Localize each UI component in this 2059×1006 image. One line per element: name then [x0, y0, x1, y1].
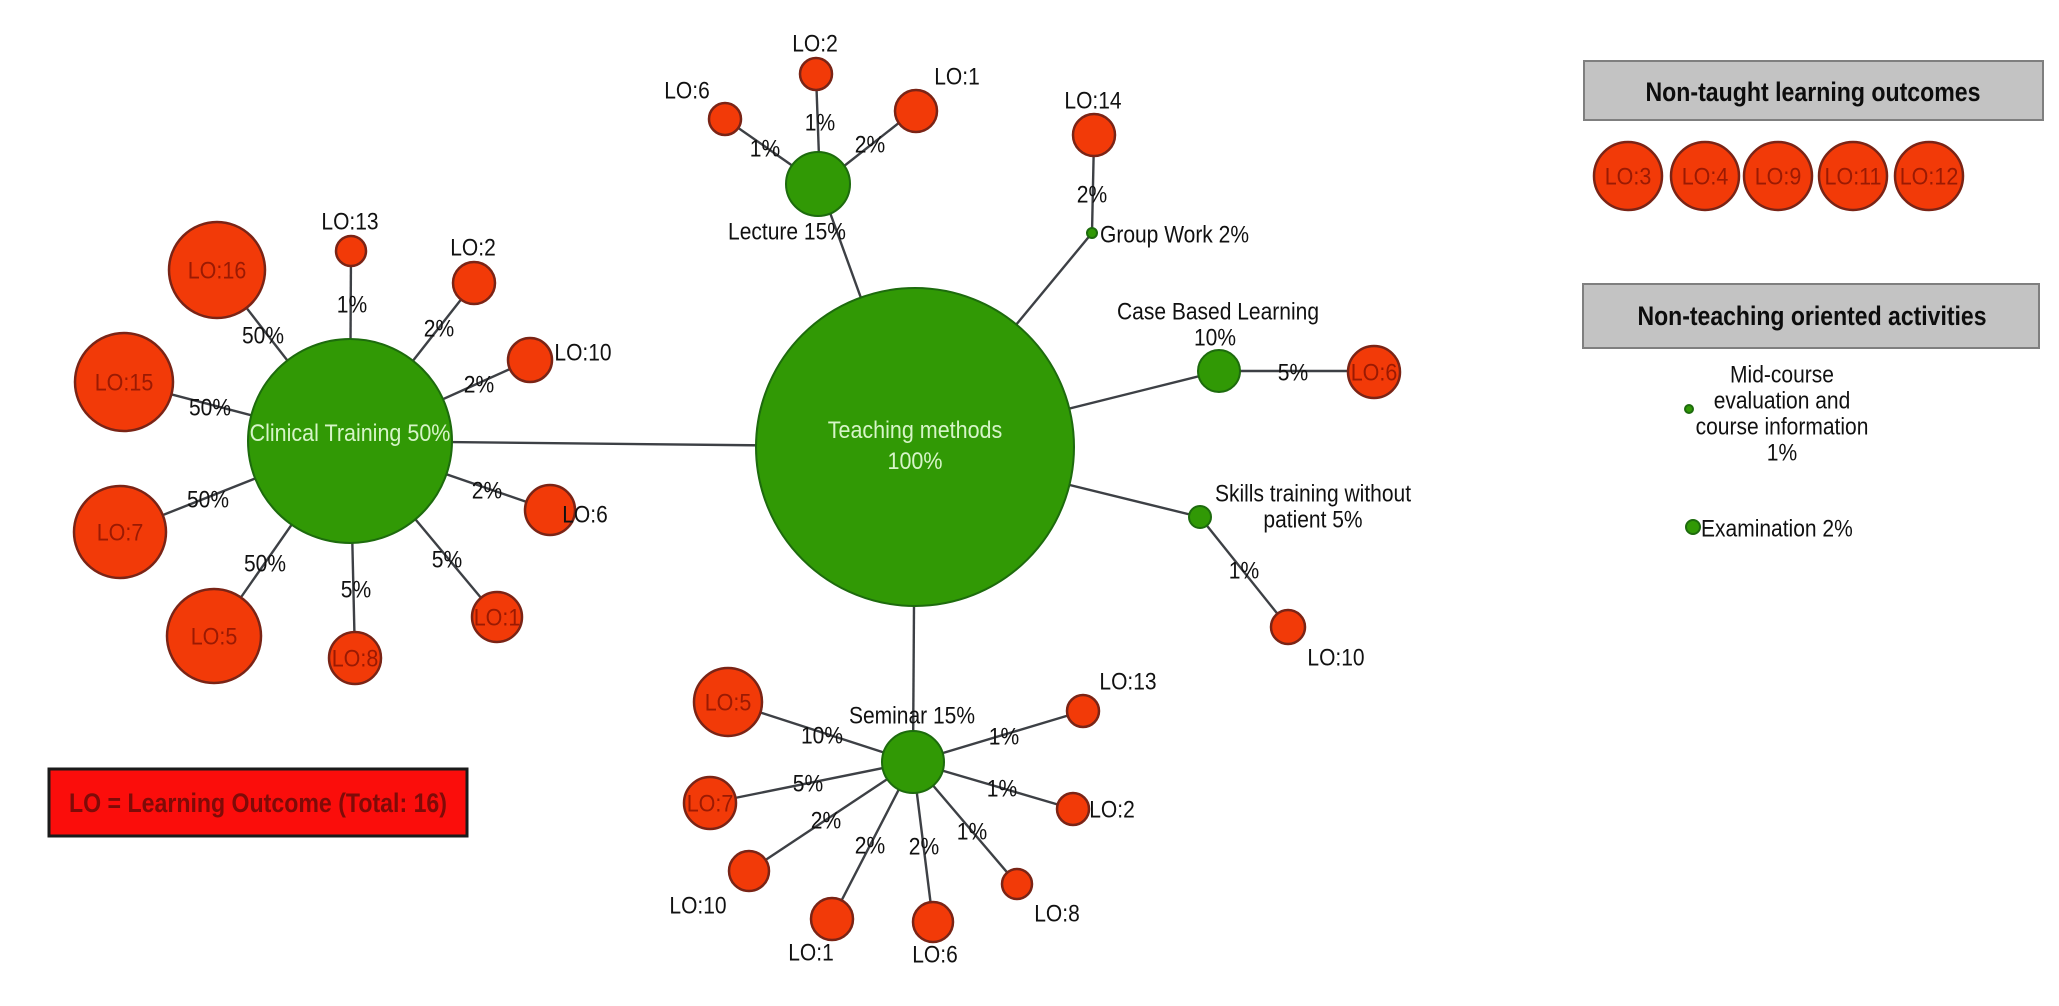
svg-text:1%: 1%	[805, 110, 835, 137]
svg-text:LO:6: LO:6	[1351, 360, 1398, 387]
svg-text:1%: 1%	[989, 724, 1019, 751]
svg-text:1%: 1%	[957, 819, 987, 846]
svg-text:1%: 1%	[987, 776, 1017, 803]
svg-text:2%: 2%	[855, 132, 885, 159]
svg-text:LO:2: LO:2	[1089, 797, 1135, 824]
svg-text:5%: 5%	[793, 771, 823, 798]
svg-text:LO:10: LO:10	[669, 893, 726, 920]
svg-text:10%: 10%	[1194, 325, 1236, 352]
svg-text:LO:6: LO:6	[562, 502, 608, 529]
svg-text:Group Work 2%: Group Work 2%	[1100, 222, 1249, 249]
svg-text:LO:1: LO:1	[788, 940, 834, 967]
svg-text:LO:2: LO:2	[450, 235, 496, 262]
svg-text:LO:1: LO:1	[934, 64, 980, 91]
svg-text:LO:12: LO:12	[1900, 164, 1959, 191]
svg-text:LO:2: LO:2	[792, 31, 838, 58]
svg-text:Mid-course: Mid-course	[1730, 362, 1834, 389]
svg-text:5%: 5%	[1278, 360, 1308, 387]
svg-text:LO:11: LO:11	[1825, 164, 1882, 191]
svg-text:2%: 2%	[424, 316, 454, 343]
svg-text:LO:10: LO:10	[1307, 645, 1364, 672]
svg-text:LO:10: LO:10	[554, 340, 611, 367]
svg-text:10%: 10%	[801, 723, 843, 750]
svg-text:1%: 1%	[1229, 558, 1259, 585]
svg-text:2%: 2%	[1077, 182, 1107, 209]
svg-text:Non-taught learning outcomes: Non-taught learning outcomes	[1646, 77, 1981, 107]
svg-text:LO:13: LO:13	[1099, 669, 1156, 696]
svg-text:LO:5: LO:5	[191, 624, 238, 651]
svg-text:1%: 1%	[1767, 440, 1797, 467]
svg-text:50%: 50%	[244, 551, 286, 578]
svg-text:50%: 50%	[187, 487, 229, 514]
svg-text:LO:1: LO:1	[474, 605, 521, 632]
svg-text:LO:4: LO:4	[1682, 164, 1729, 191]
svg-text:LO:9: LO:9	[1755, 164, 1802, 191]
svg-text:LO:5: LO:5	[705, 690, 752, 717]
svg-text:1%: 1%	[337, 292, 367, 319]
svg-text:Teaching methods: Teaching methods	[828, 417, 1003, 444]
svg-text:Skills training without: Skills training without	[1215, 481, 1411, 508]
svg-text:2%: 2%	[464, 372, 494, 399]
svg-text:course information: course information	[1696, 414, 1869, 441]
svg-text:patient 5%: patient 5%	[1263, 507, 1362, 534]
svg-text:2%: 2%	[855, 833, 885, 860]
svg-text:LO:13: LO:13	[321, 209, 378, 236]
svg-text:LO:6: LO:6	[912, 942, 958, 969]
svg-text:50%: 50%	[189, 395, 231, 422]
svg-text:Clinical Training 50%: Clinical Training 50%	[250, 420, 451, 447]
svg-text:LO:8: LO:8	[1034, 901, 1080, 928]
svg-text:Lecture 15%: Lecture 15%	[728, 219, 846, 246]
svg-text:LO:8: LO:8	[332, 646, 379, 673]
svg-text:2%: 2%	[811, 808, 841, 835]
svg-text:1%: 1%	[750, 136, 780, 163]
svg-text:Examination 2%: Examination 2%	[1701, 516, 1853, 543]
svg-text:50%: 50%	[242, 323, 284, 350]
svg-text:LO:3: LO:3	[1605, 164, 1652, 191]
svg-text:LO:6: LO:6	[664, 78, 710, 105]
svg-text:5%: 5%	[341, 577, 371, 604]
svg-text:Case Based Learning: Case Based Learning	[1117, 299, 1319, 326]
svg-text:LO:16: LO:16	[188, 258, 247, 285]
svg-text:LO:14: LO:14	[1064, 88, 1121, 115]
svg-text:Seminar 15%: Seminar 15%	[849, 703, 975, 730]
svg-text:2%: 2%	[909, 834, 939, 861]
svg-text:Non-teaching oriented activiti: Non-teaching oriented activities	[1638, 301, 1987, 331]
svg-text:LO:7: LO:7	[97, 520, 144, 547]
svg-text:evaluation and: evaluation and	[1714, 388, 1851, 415]
svg-text:LO:15: LO:15	[95, 370, 154, 397]
svg-text:LO:7: LO:7	[687, 791, 734, 818]
svg-text:2%: 2%	[472, 478, 502, 505]
svg-text:100%: 100%	[888, 448, 943, 475]
svg-text:LO = Learning Outcome (Total:: LO = Learning Outcome (Total: 16)	[69, 788, 447, 818]
svg-text:5%: 5%	[432, 547, 462, 574]
